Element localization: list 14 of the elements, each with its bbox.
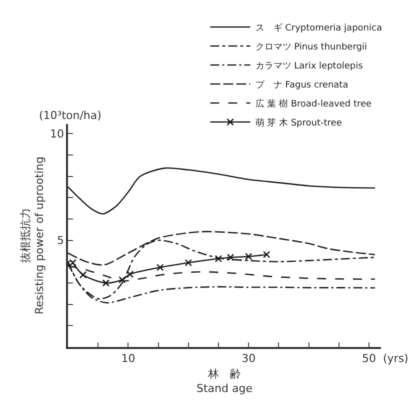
x-tick-label: 30 [242, 352, 256, 365]
legend-label: カラマツ Larix leptolepis [255, 62, 364, 72]
text: (10³ton/ha) [39, 109, 102, 122]
x-tick-label: 50 [362, 352, 376, 365]
x-axis-title: 林 齢 Stand age [196, 368, 253, 395]
y-tick-label: 5 [57, 234, 64, 248]
legend-label: ブ ナ Fagus crenata [255, 80, 348, 91]
x-tick-label: 10 [121, 352, 136, 365]
legend-label: 萌 芽 木 Sprout-tree [255, 118, 342, 129]
text: (yrs) [383, 352, 408, 365]
legend-label: ス ギ Cryptomeria japonica [255, 22, 382, 34]
legend-label: クロマツ Pinus thunbergii [255, 42, 367, 53]
legend-label: 広 葉 樹 Broad-leaved tree [255, 98, 372, 110]
y-axis-title: 抜根抵抗力 Resisting power of uprooting [18, 156, 46, 314]
